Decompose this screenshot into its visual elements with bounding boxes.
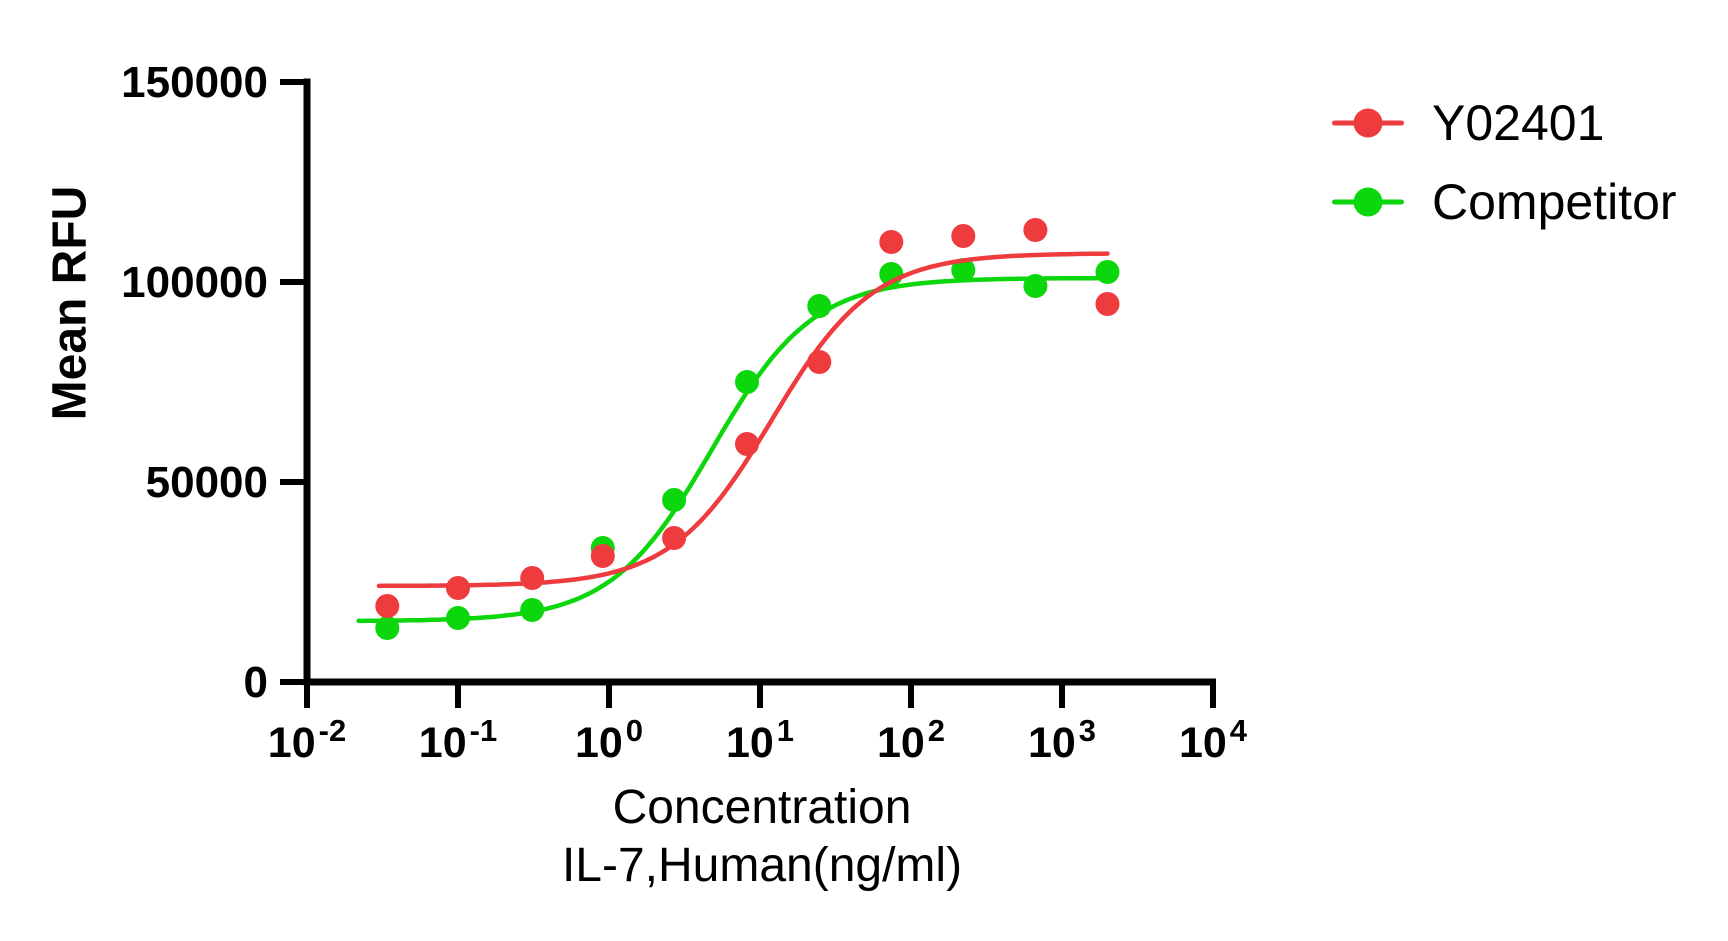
point-y02401: [735, 432, 759, 456]
legend-marker-y02401: [1332, 108, 1404, 138]
point-y02401: [1023, 218, 1048, 242]
point-y02401: [375, 594, 400, 618]
point-y02401: [807, 350, 832, 374]
point-competitor: [520, 598, 545, 622]
x-tick-label: 104: [1179, 713, 1248, 767]
x-tick-label: 100: [575, 713, 643, 767]
legend-dot-icon: [1353, 187, 1383, 217]
point-competitor: [375, 616, 400, 640]
point-competitor: [662, 488, 687, 512]
point-y02401: [879, 230, 904, 254]
legend: Y02401 Competitor: [1332, 95, 1677, 253]
y-axis-title: Mean RFU: [43, 185, 97, 421]
x-tick-label: 102: [877, 713, 945, 767]
x-tick-label: 103: [1028, 713, 1096, 767]
point-competitor: [951, 258, 976, 282]
y-tick-label: 50000: [146, 458, 268, 507]
y-tick-label: 100000: [121, 258, 268, 307]
x-axis-title-line1: Concentration: [612, 781, 912, 834]
point-competitor: [1023, 274, 1048, 298]
y-tick-label: 150000: [121, 58, 268, 107]
x-tick-label: 10-2: [268, 713, 346, 767]
x-tick-label: 10-1: [419, 713, 497, 767]
point-competitor: [807, 294, 832, 318]
point-competitor: [1095, 260, 1120, 284]
legend-marker-competitor: [1332, 187, 1404, 217]
legend-label: Y02401: [1432, 95, 1605, 151]
point-y02401: [446, 576, 470, 600]
legend-label: Competitor: [1432, 174, 1677, 230]
legend-item-y02401: Y02401: [1332, 95, 1677, 151]
point-competitor: [735, 370, 759, 394]
point-y02401: [520, 566, 545, 590]
x-axis-title-line2: IL-7,Human(ng/ml): [561, 839, 963, 892]
x-tick-label: 101: [726, 713, 794, 767]
point-y02401: [1095, 292, 1120, 316]
fit-curve-y02401: [376, 251, 1110, 589]
point-y02401: [590, 544, 615, 568]
point-y02401: [662, 526, 687, 550]
point-y02401: [951, 224, 976, 248]
fit-curve-competitor: [356, 275, 1110, 624]
legend-item-competitor: Competitor: [1332, 174, 1677, 230]
point-competitor: [446, 606, 470, 630]
legend-dot-icon: [1353, 108, 1383, 138]
y-tick-label: 0: [244, 658, 268, 707]
